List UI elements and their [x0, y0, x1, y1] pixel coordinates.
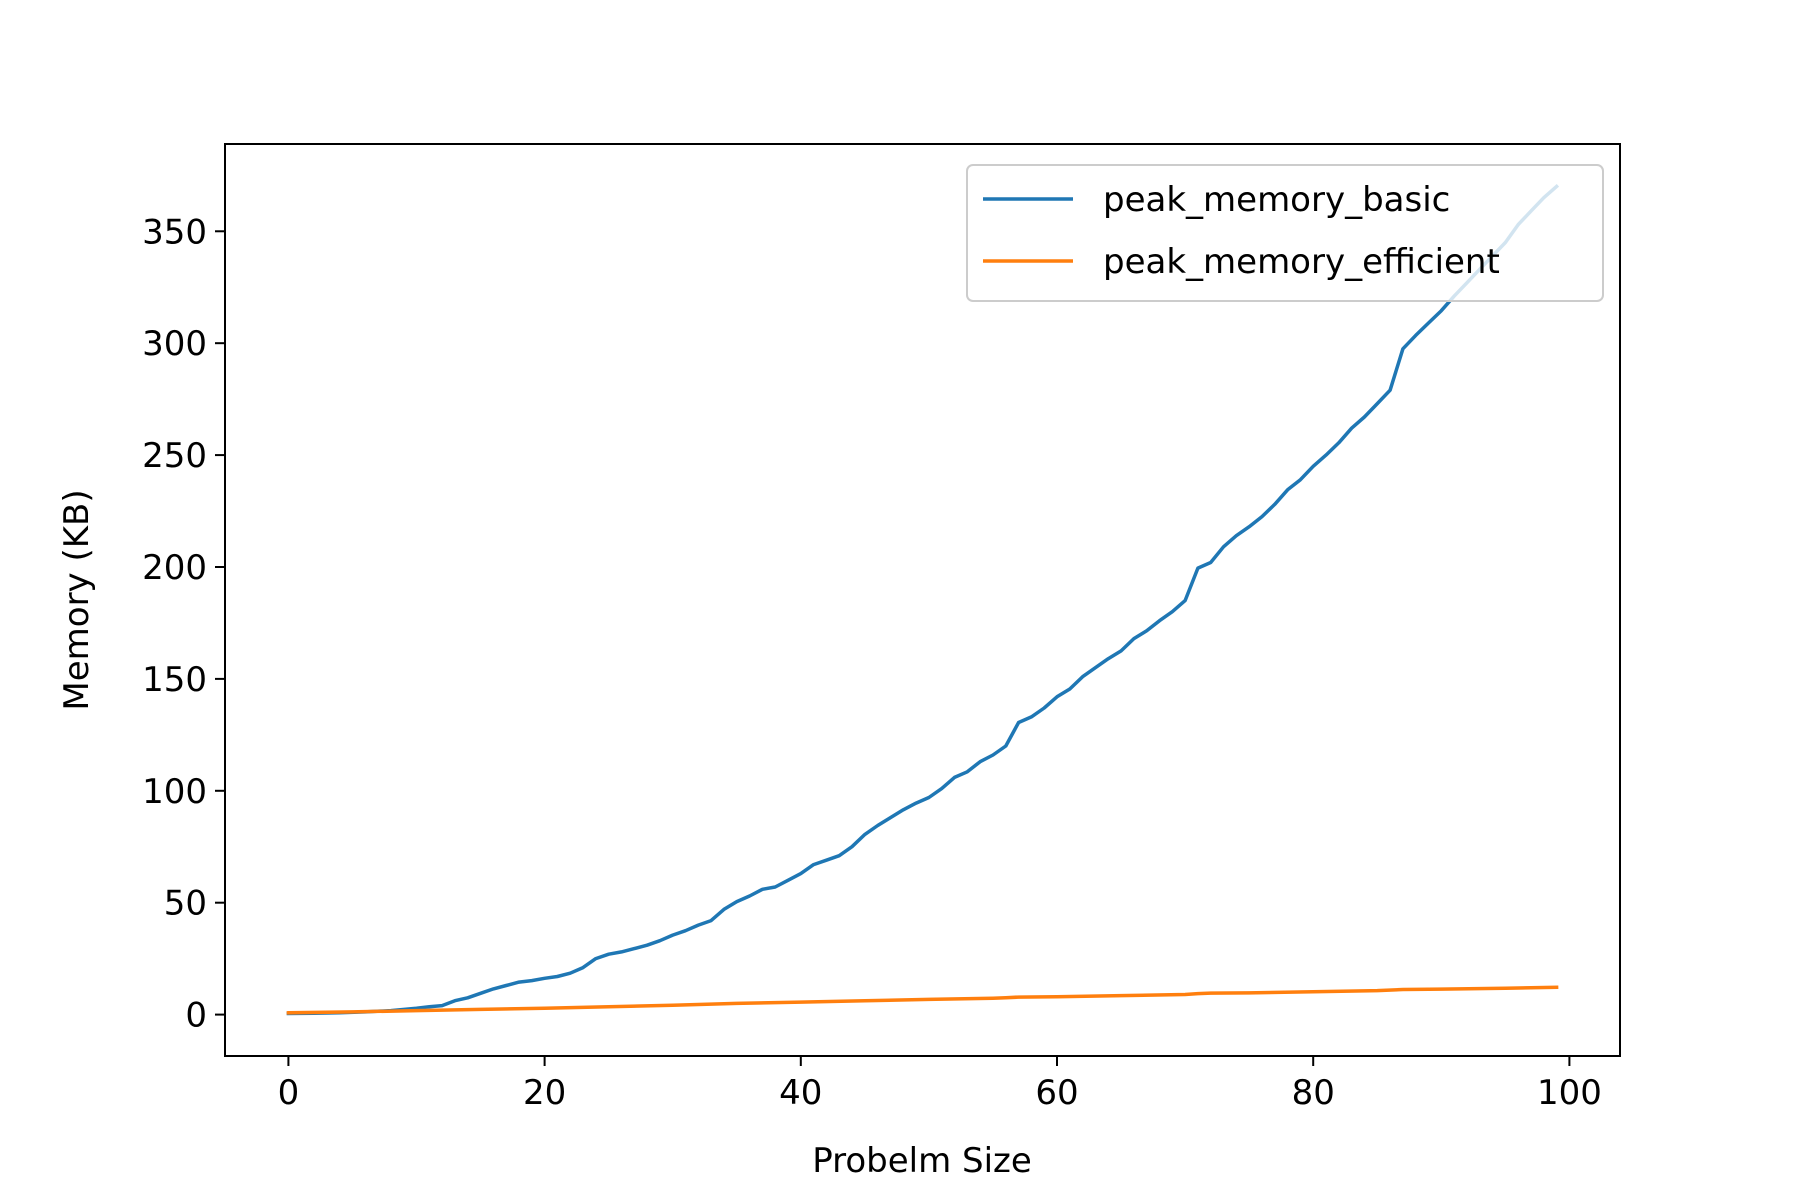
x-tick-label: 40	[779, 1073, 822, 1113]
series-line-peak-memory-basic	[286, 184, 1560, 1016]
x-tick-label: 100	[1537, 1073, 1602, 1113]
y-axis: 0 50 100 150 200 250 300 350	[142, 212, 225, 1036]
x-tick-label: 60	[1035, 1073, 1078, 1113]
x-axis-label: Probelm Size	[812, 1141, 1032, 1181]
legend: peak_memory_basic peak_memory_efficient	[966, 164, 1604, 302]
legend-label-peak-memory-efficient: peak_memory_efficient	[1103, 242, 1500, 282]
y-tick-label: 250	[142, 436, 207, 476]
series-layer	[286, 184, 1560, 1016]
x-tick-label: 20	[523, 1073, 566, 1113]
x-tick-label: 0	[278, 1073, 300, 1113]
y-axis-label: Memory (KB)	[57, 489, 97, 710]
y-tick-label: 100	[142, 772, 207, 812]
legend-box	[966, 164, 1604, 302]
y-tick-label: 300	[142, 324, 207, 364]
y-tick-label: 350	[142, 212, 207, 252]
x-axis: 0 20 40 60 80 100	[278, 1056, 1602, 1113]
series-line-peak-memory-efficient	[286, 985, 1559, 1015]
y-tick-label: 0	[185, 996, 207, 1036]
y-tick-label: 200	[142, 548, 207, 588]
y-tick-label: 150	[142, 660, 207, 700]
plot-frame	[224, 143, 1621, 1057]
legend-label-peak-memory-basic: peak_memory_basic	[1103, 180, 1450, 220]
x-tick-label: 80	[1292, 1073, 1335, 1113]
y-tick-label: 50	[164, 884, 207, 924]
